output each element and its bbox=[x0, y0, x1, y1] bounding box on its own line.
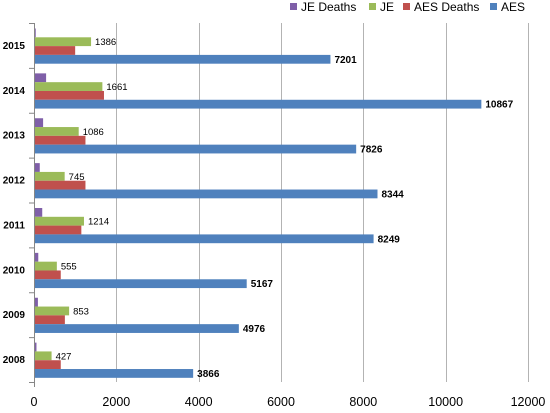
bar-je-deaths-2008 bbox=[34, 342, 37, 352]
data-label-aes-2012: 8344 bbox=[381, 189, 404, 200]
bar-aes-2008 bbox=[34, 369, 194, 378]
legend-swatch-aes-deaths bbox=[403, 3, 410, 10]
legend-label-aes: AES bbox=[501, 0, 525, 14]
bar-je-deaths-2009 bbox=[34, 297, 38, 307]
data-label-aes-2015: 7201 bbox=[334, 55, 357, 66]
bar-aes-2009 bbox=[34, 324, 239, 333]
bar-aes-deaths-2010 bbox=[34, 270, 61, 280]
legend-swatch-je-deaths bbox=[290, 3, 297, 10]
bar-je-deaths-2014 bbox=[34, 73, 47, 83]
category-label-2013: 2013 bbox=[3, 131, 26, 142]
bars-layer bbox=[34, 28, 482, 378]
bar-aes-deaths-2013 bbox=[34, 135, 86, 145]
data-label-aes-2014: 10867 bbox=[485, 100, 513, 111]
data-label-je-2011: 1214 bbox=[88, 217, 109, 228]
bar-aes-deaths-2008 bbox=[34, 360, 61, 370]
bar-je-2008 bbox=[34, 351, 52, 361]
legend-label-je: JE bbox=[380, 0, 394, 14]
grid-layer bbox=[116, 23, 529, 382]
bar-je-deaths-2012 bbox=[34, 163, 40, 172]
bar-je-2010 bbox=[34, 261, 57, 271]
legend-swatch-aes bbox=[490, 3, 497, 10]
data-label-je-2008: 427 bbox=[56, 351, 72, 362]
bar-je-2013 bbox=[34, 127, 79, 136]
legend-swatch-je bbox=[369, 3, 376, 10]
bar-je-deaths-2010 bbox=[34, 252, 39, 262]
data-label-aes-2008: 3866 bbox=[197, 369, 220, 380]
data-label-je-2015: 1386 bbox=[95, 37, 116, 48]
category-label-2014: 2014 bbox=[3, 86, 26, 97]
bar-aes-deaths-2009 bbox=[34, 315, 65, 325]
legend-layer: JE Deaths JE AES Deaths AES bbox=[290, 0, 525, 14]
data-label-je-2014: 1661 bbox=[106, 82, 127, 93]
category-label-2009: 2009 bbox=[3, 310, 26, 321]
bar-aes-deaths-2012 bbox=[34, 180, 86, 190]
x-tick-label-8000: 8000 bbox=[349, 395, 377, 408]
bar-je-2015 bbox=[34, 37, 92, 47]
bar-aes-2014 bbox=[34, 99, 482, 109]
bar-aes-2010 bbox=[34, 279, 247, 289]
category-label-2015: 2015 bbox=[3, 41, 26, 52]
x-tick-label-0: 0 bbox=[31, 395, 38, 408]
x-tick-label-4000: 4000 bbox=[185, 395, 213, 408]
bar-aes-2013 bbox=[34, 144, 357, 154]
data-label-aes-2011: 8249 bbox=[378, 234, 401, 245]
bar-aes-2012 bbox=[34, 189, 378, 199]
data-label-je-2013: 1086 bbox=[83, 127, 104, 138]
x-tick-label-6000: 6000 bbox=[267, 395, 295, 408]
x-tick-label-12000: 12000 bbox=[511, 395, 546, 408]
legend-label-je-deaths: JE Deaths bbox=[301, 0, 356, 14]
legend-label-aes-deaths: AES Deaths bbox=[414, 0, 479, 14]
bar-je-deaths-2013 bbox=[34, 118, 44, 128]
bar-aes-deaths-2014 bbox=[34, 90, 104, 100]
category-label-2012: 2012 bbox=[3, 176, 26, 187]
bar-je-deaths-2011 bbox=[34, 208, 43, 217]
bar-je-2012 bbox=[34, 171, 65, 181]
category-label-2010: 2010 bbox=[3, 265, 26, 276]
data-label-je-2009: 853 bbox=[73, 306, 89, 317]
data-label-aes-2013: 7826 bbox=[360, 145, 383, 156]
bar-aes-deaths-2015 bbox=[34, 46, 76, 55]
x-tick-label-2000: 2000 bbox=[102, 395, 130, 408]
data-label-je-2010: 555 bbox=[61, 262, 77, 273]
bar-je-2009 bbox=[34, 306, 70, 316]
bar-aes-2011 bbox=[34, 234, 374, 244]
data-label-aes-2009: 4976 bbox=[243, 324, 266, 335]
bar-aes-deaths-2011 bbox=[34, 225, 82, 235]
bar-aes-2015 bbox=[34, 54, 331, 64]
category-label-2011: 2011 bbox=[3, 220, 25, 231]
labels-layer: 1386 7201 1661 10867 1086 7826 745 8344 1214 8249… bbox=[56, 37, 514, 380]
data-label-aes-2010: 5167 bbox=[251, 279, 274, 290]
axes-layer: 2015 2014 2013 2012 2011 2010 2009 2008 0 2000 400… bbox=[3, 23, 546, 409]
bar-je-2014 bbox=[34, 82, 103, 91]
data-label-je-2012: 745 bbox=[69, 172, 85, 183]
bar-je-2011 bbox=[34, 216, 84, 226]
category-label-2008: 2008 bbox=[3, 355, 26, 366]
x-tick-label-10000: 10000 bbox=[428, 395, 463, 408]
